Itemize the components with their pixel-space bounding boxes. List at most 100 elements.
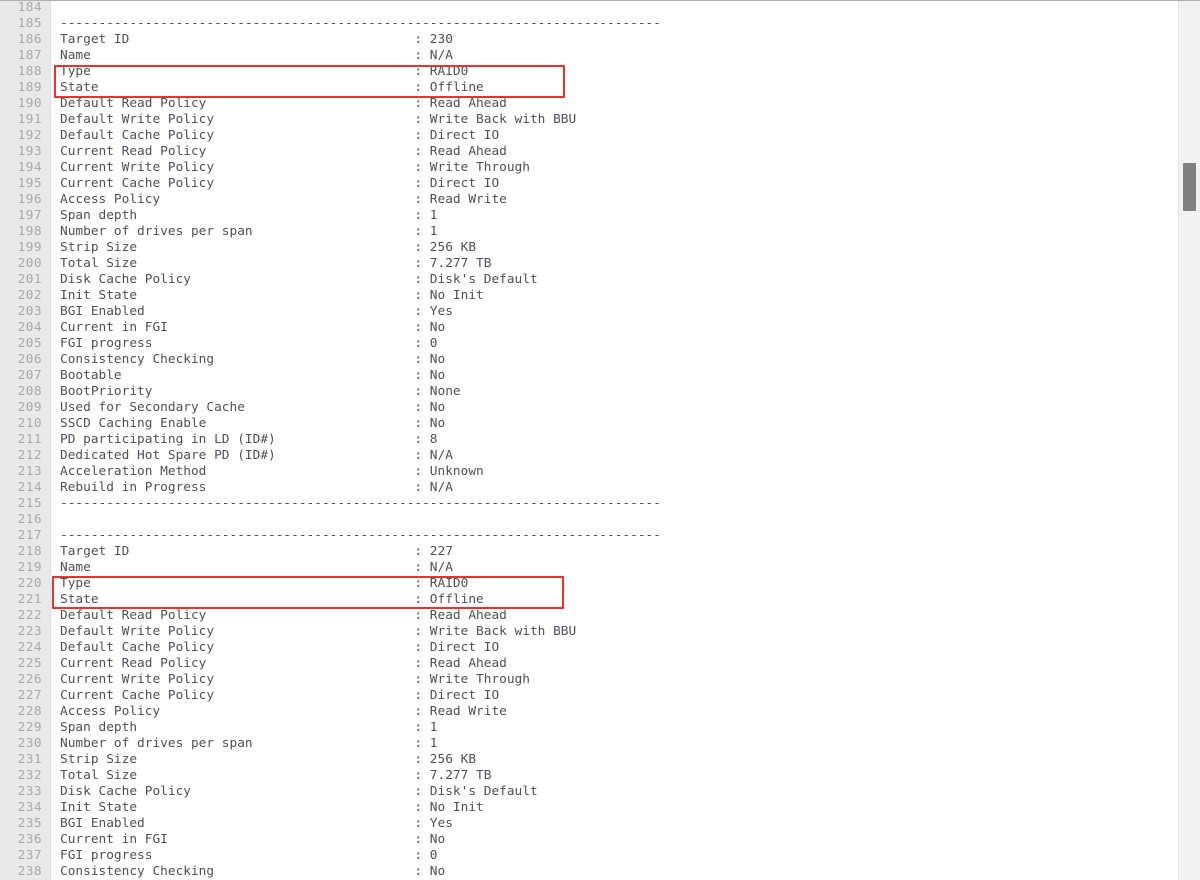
- code-line[interactable]: 225 Current Read Policy : Read Ahead: [0, 656, 1178, 672]
- code-line[interactable]: 192 Default Cache Policy : Direct IO: [0, 128, 1178, 144]
- line-text: Number of drives per span : 1: [60, 736, 438, 751]
- line-text: Type : RAID0: [60, 576, 469, 591]
- code-line[interactable]: 196 Access Policy : Read Write: [0, 192, 1178, 208]
- line-number: 202: [17, 288, 42, 303]
- line-number: 236: [17, 832, 42, 847]
- code-line[interactable]: 226 Current Write Policy : Write Through: [0, 672, 1178, 688]
- line-number: 210: [17, 416, 42, 431]
- code-line[interactable]: 185 -------------------------------------…: [0, 16, 1178, 32]
- vertical-scrollbar[interactable]: [1178, 1, 1200, 880]
- line-number: 211: [17, 432, 42, 447]
- code-line[interactable]: 238 Consistency Checking : No: [0, 864, 1178, 880]
- code-line[interactable]: 234 Init State : No Init: [0, 800, 1178, 816]
- gutter-divider: [50, 1, 51, 880]
- code-line[interactable]: 223 Default Write Policy : Write Back wit…: [0, 624, 1178, 640]
- code-line[interactable]: 227 Current Cache Policy : Direct IO: [0, 688, 1178, 704]
- code-line[interactable]: 215 -------------------------------------…: [0, 496, 1178, 512]
- code-line[interactable]: 219 Name : N/A: [0, 560, 1178, 576]
- line-text: ----------------------------------------…: [60, 496, 661, 511]
- code-line[interactable]: 200 Total Size : 7.277 TB: [0, 256, 1178, 272]
- line-text: ----------------------------------------…: [60, 528, 661, 543]
- line-text: Current Write Policy : Write Through: [60, 672, 530, 687]
- code-line[interactable]: 224 Default Cache Policy : Direct IO: [0, 640, 1178, 656]
- line-text: Bootable : No: [60, 368, 446, 383]
- code-line[interactable]: 201 Disk Cache Policy : Disk's Default: [0, 272, 1178, 288]
- code-line[interactable]: 191 Default Write Policy : Write Back wit…: [0, 112, 1178, 128]
- line-number: 199: [17, 240, 42, 255]
- code-line[interactable]: 195 Current Cache Policy : Direct IO: [0, 176, 1178, 192]
- line-text: Default Read Policy : Read Ahead: [60, 608, 507, 623]
- code-line[interactable]: 232 Total Size : 7.277 TB: [0, 768, 1178, 784]
- line-text: Default Cache Policy : Direct IO: [60, 640, 500, 655]
- line-text: Span depth : 1: [60, 720, 438, 735]
- code-line[interactable]: 235 BGI Enabled : Yes: [0, 816, 1178, 832]
- code-line[interactable]: 202 Init State : No Init: [0, 288, 1178, 304]
- code-line[interactable]: 228 Access Policy : Read Write: [0, 704, 1178, 720]
- line-number: 237: [17, 848, 42, 863]
- code-line[interactable]: 189 State : Offline: [0, 80, 1178, 96]
- code-line[interactable]: 187 Name : N/A: [0, 48, 1178, 64]
- code-line[interactable]: 204 Current in FGI : No: [0, 320, 1178, 336]
- line-text: Current Write Policy : Write Through: [60, 160, 530, 175]
- code-line[interactable]: 207 Bootable : No: [0, 368, 1178, 384]
- line-text: State : Offline: [60, 80, 484, 95]
- line-text: State : Offline: [60, 592, 484, 607]
- line-text: FGI progress : 0: [60, 848, 438, 863]
- code-line[interactable]: 222 Default Read Policy : Read Ahead: [0, 608, 1178, 624]
- line-number: 194: [17, 160, 42, 175]
- code-line[interactable]: 190 Default Read Policy : Read Ahead: [0, 96, 1178, 112]
- code-line[interactable]: 230 Number of drives per span : 1: [0, 736, 1178, 752]
- line-number: 212: [17, 448, 42, 463]
- code-line[interactable]: 210 SSCD Caching Enable : No: [0, 416, 1178, 432]
- code-line[interactable]: 208 BootPriority : None: [0, 384, 1178, 400]
- code-line[interactable]: 213 Acceleration Method : Unknown: [0, 464, 1178, 480]
- code-line[interactable]: 216: [0, 512, 1178, 528]
- line-text: BGI Enabled : Yes: [60, 304, 453, 319]
- code-line[interactable]: 197 Span depth : 1: [0, 208, 1178, 224]
- line-number: 228: [17, 704, 42, 719]
- code-line[interactable]: 211 PD participating in LD (ID#) : 8: [0, 432, 1178, 448]
- code-line[interactable]: 205 FGI progress : 0: [0, 336, 1178, 352]
- code-line[interactable]: 184: [0, 1, 1178, 16]
- line-number: 217: [17, 528, 42, 543]
- line-number: 220: [17, 576, 42, 591]
- code-line[interactable]: 206 Consistency Checking : No: [0, 352, 1178, 368]
- code-line[interactable]: 233 Disk Cache Policy : Disk's Default: [0, 784, 1178, 800]
- code-line[interactable]: 214 Rebuild in Progress : N/A: [0, 480, 1178, 496]
- code-line[interactable]: 229 Span depth : 1: [0, 720, 1178, 736]
- code-line[interactable]: 203 BGI Enabled : Yes: [0, 304, 1178, 320]
- line-number: 223: [17, 624, 42, 639]
- line-number: 218: [17, 544, 42, 559]
- line-number: 205: [17, 336, 42, 351]
- line-number: 208: [17, 384, 42, 399]
- code-line[interactable]: 220 Type : RAID0: [0, 576, 1178, 592]
- line-text: Current Read Policy : Read Ahead: [60, 656, 507, 671]
- code-line[interactable]: 194 Current Write Policy : Write Through: [0, 160, 1178, 176]
- line-text: Default Cache Policy : Direct IO: [60, 128, 500, 143]
- code-line[interactable]: 221 State : Offline: [0, 592, 1178, 608]
- line-text: Disk Cache Policy : Disk's Default: [60, 784, 538, 799]
- line-text: ----------------------------------------…: [60, 16, 661, 31]
- code-line[interactable]: 188 Type : RAID0: [0, 64, 1178, 80]
- code-line[interactable]: 198 Number of drives per span : 1: [0, 224, 1178, 240]
- code-line[interactable]: 209 Used for Secondary Cache : No: [0, 400, 1178, 416]
- code-line[interactable]: 186 Target ID : 230: [0, 32, 1178, 48]
- line-number: 219: [17, 560, 42, 575]
- scrollbar-thumb[interactable]: [1183, 163, 1196, 211]
- code-line[interactable]: 237 FGI progress : 0: [0, 848, 1178, 864]
- line-number: 186: [17, 32, 42, 47]
- code-line[interactable]: 212 Dedicated Hot Spare PD (ID#) : N/A: [0, 448, 1178, 464]
- code-line[interactable]: 231 Strip Size : 256 KB: [0, 752, 1178, 768]
- line-number: 222: [17, 608, 42, 623]
- code-line[interactable]: 217 -------------------------------------…: [0, 528, 1178, 544]
- line-number: 188: [17, 64, 42, 79]
- code-line[interactable]: 199 Strip Size : 256 KB: [0, 240, 1178, 256]
- line-number: 225: [17, 656, 42, 671]
- line-number: 231: [17, 752, 42, 767]
- code-line[interactable]: 236 Current in FGI : No: [0, 832, 1178, 848]
- line-number: 224: [17, 640, 42, 655]
- code-line[interactable]: 218 Target ID : 227: [0, 544, 1178, 560]
- line-text: Current Cache Policy : Direct IO: [60, 688, 500, 703]
- code-line[interactable]: 193 Current Read Policy : Read Ahead: [0, 144, 1178, 160]
